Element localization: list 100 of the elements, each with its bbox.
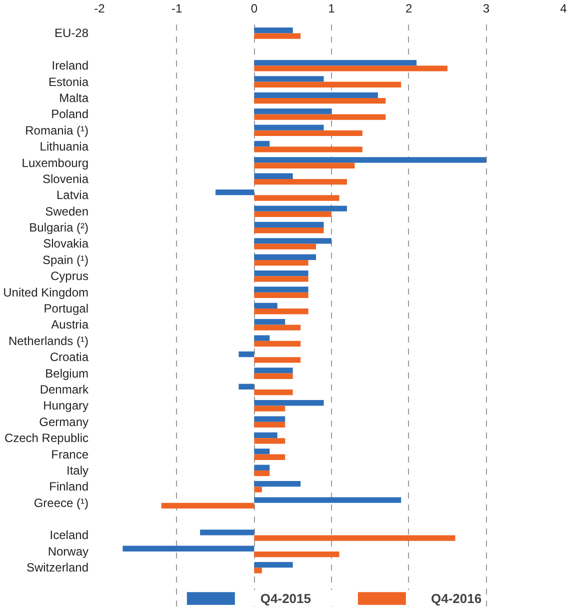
legend-label: Q4-2015 <box>260 590 311 606</box>
bar <box>238 351 254 358</box>
y-tick-label: Hungary <box>43 398 88 413</box>
bar <box>254 480 301 487</box>
bar <box>254 130 362 136</box>
y-tick-label: Poland <box>51 107 89 122</box>
x-tick-label: -1 <box>172 2 182 16</box>
y-tick-label: Romania (¹) <box>25 123 89 138</box>
bar <box>254 373 293 379</box>
y-tick-label: Ireland <box>52 58 89 73</box>
y-tick-label: Lithuania <box>40 140 89 154</box>
bar <box>254 244 316 250</box>
bar <box>254 162 355 168</box>
bar <box>216 189 254 196</box>
y-tick-label: France <box>51 447 89 462</box>
y-tick-label: Malta <box>59 90 89 105</box>
bar <box>254 406 286 412</box>
bar <box>254 438 286 444</box>
bar <box>254 416 286 422</box>
bar <box>254 562 293 568</box>
y-tick-label: Bulgaria (²) <box>29 220 89 235</box>
bar <box>254 319 286 325</box>
y-tick-label: EU-28 <box>54 26 89 40</box>
bar <box>254 157 486 163</box>
bar <box>254 400 324 406</box>
bar <box>254 178 347 185</box>
bar <box>254 228 324 234</box>
y-tick-label: Italy <box>66 463 89 478</box>
y-tick-label: Austria <box>51 318 89 332</box>
bar <box>161 502 254 509</box>
bar <box>254 357 301 363</box>
y-tick-label: Czech Republic <box>4 431 89 446</box>
legend-label: Q4-2016 <box>431 590 482 606</box>
bar <box>254 195 340 201</box>
bar <box>254 535 456 541</box>
y-tick-label: Switzerland <box>26 560 89 575</box>
bar <box>254 82 402 88</box>
bar <box>254 470 270 476</box>
x-tick-label: -2 <box>94 2 106 16</box>
y-tick-label: Norway <box>48 544 89 558</box>
x-tick-label: 2 <box>405 2 412 16</box>
bar <box>254 302 278 309</box>
y-tick-label: Sweden <box>45 204 89 218</box>
bar <box>254 497 402 503</box>
bar <box>254 92 378 98</box>
y-tick-label: Latvia <box>56 188 89 202</box>
bar <box>200 530 254 536</box>
y-tick-label: Greece (¹) <box>34 496 89 510</box>
y-tick-label: Germany <box>39 414 89 429</box>
bar <box>254 124 324 130</box>
y-tick-label: Cyprus <box>50 269 89 284</box>
bar <box>254 422 286 428</box>
y-tick-label: Netherlands (¹) <box>8 334 89 348</box>
bar <box>254 260 308 266</box>
bar <box>254 389 293 396</box>
x-tick-label: 4 <box>560 2 568 16</box>
bar <box>254 254 316 260</box>
bar <box>254 222 324 228</box>
bar <box>254 270 308 276</box>
y-tick-label: Iceland <box>50 528 89 542</box>
y-tick-label: Denmark <box>40 382 90 396</box>
x-tick-label: 0 <box>250 2 258 16</box>
bar <box>254 33 301 39</box>
y-tick-label: Spain (¹) <box>42 252 89 267</box>
bar <box>254 286 308 292</box>
bar <box>254 211 332 218</box>
x-tick-label: 3 <box>482 2 490 16</box>
bar <box>254 276 308 282</box>
y-tick-label: Slovenia <box>42 172 89 186</box>
bar <box>254 98 386 104</box>
bar <box>254 66 448 72</box>
bar <box>254 60 417 66</box>
bar <box>254 568 262 574</box>
bar <box>254 114 386 120</box>
bar <box>254 432 278 438</box>
y-tick-label: Finland <box>49 480 88 494</box>
bar <box>254 486 262 492</box>
bar <box>254 324 301 330</box>
bar <box>254 292 308 298</box>
x-tick-label: 1 <box>328 2 336 16</box>
bar <box>254 28 293 34</box>
bar <box>254 238 332 244</box>
y-tick-label: Croatia <box>50 350 89 364</box>
y-tick-label: Estonia <box>48 74 89 89</box>
bar <box>254 368 293 374</box>
y-tick-label: Slovakia <box>43 236 89 251</box>
bar <box>254 206 347 212</box>
bar <box>254 140 270 147</box>
y-tick-label: United Kingdom <box>3 285 89 300</box>
bar <box>254 340 301 347</box>
bar <box>254 454 286 460</box>
bar <box>254 308 308 314</box>
bar <box>254 551 340 558</box>
y-tick-label: Portugal <box>44 302 89 316</box>
y-tick-label: Luxembourg <box>22 156 89 170</box>
bar <box>254 173 293 179</box>
bar <box>254 76 324 82</box>
bar <box>254 335 270 341</box>
bar <box>254 146 362 152</box>
bar <box>238 384 254 390</box>
